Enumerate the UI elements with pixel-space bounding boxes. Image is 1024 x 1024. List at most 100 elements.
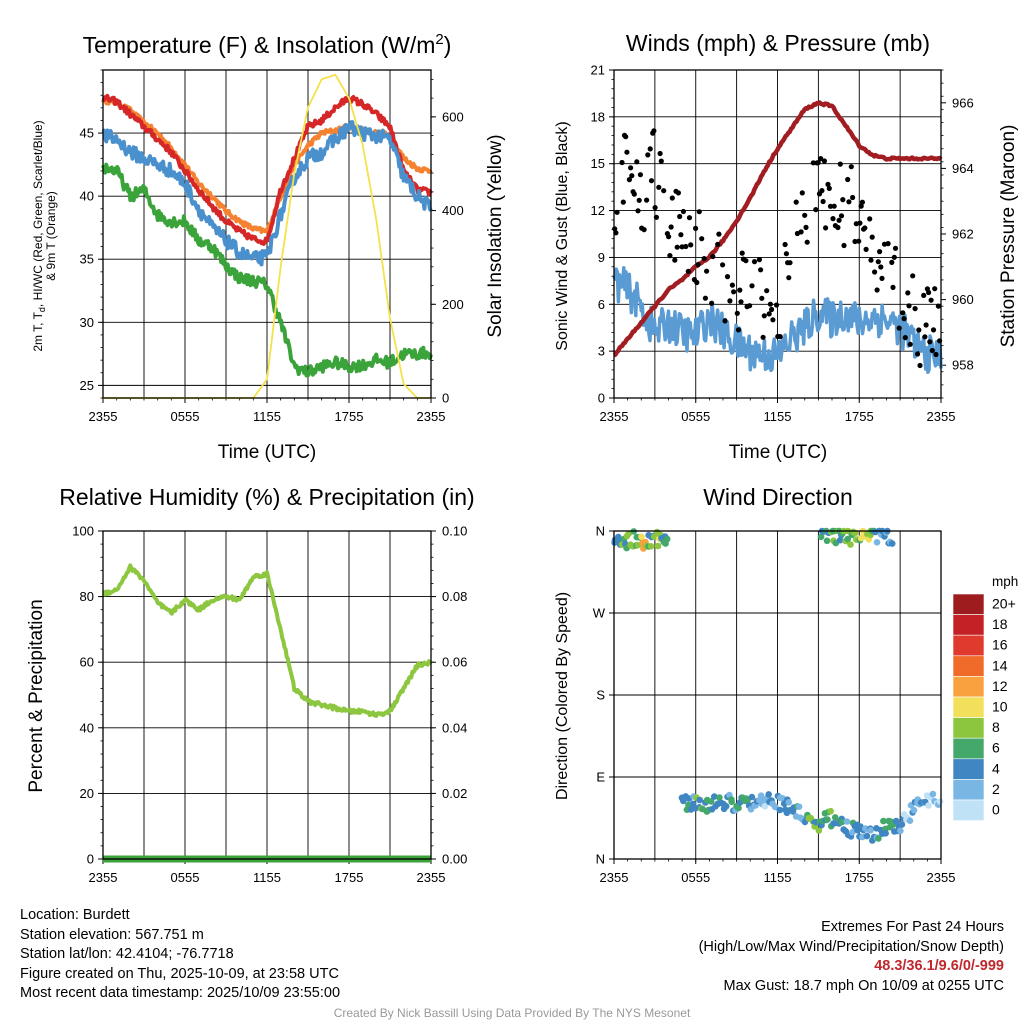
legend-label: 8 [992, 719, 1000, 735]
gust-point [724, 274, 731, 280]
gust-point [856, 238, 862, 244]
gust-point [821, 158, 828, 164]
gust-point [804, 239, 810, 245]
gust-point [688, 242, 694, 248]
extremes-info: Extremes For Past 24 Hours (High/Low/Max… [699, 918, 1004, 996]
gust-point [634, 159, 640, 165]
direction-point [817, 533, 825, 541]
gust-point [896, 325, 902, 331]
direction-point [785, 799, 793, 806]
gust-point [927, 339, 933, 345]
gust-point [704, 268, 710, 274]
sonic-wind-line [612, 265, 943, 375]
legend-label: 18 [992, 616, 1008, 632]
gust-point [912, 306, 918, 312]
gust-point [922, 334, 928, 340]
y2-tick-label: 0.02 [442, 786, 467, 801]
gust-point [857, 220, 863, 226]
gust-point [802, 212, 808, 218]
x-tick-label: 2355 [89, 870, 118, 885]
legend-swatch [952, 614, 985, 636]
station-info: Location: Burdett Station elevation: 567… [20, 906, 340, 1004]
y2-tick-label: 0.06 [442, 655, 467, 670]
direction-point [863, 832, 871, 840]
gust-point [932, 286, 938, 292]
gust-point [731, 289, 737, 295]
y2-tick-label: 964 [952, 161, 974, 176]
y-tick-label: 21 [591, 63, 605, 78]
direction-point [873, 539, 881, 546]
speed-legend: 20+ 18 16 14 12 10 8 6 4 2 0 [952, 593, 1016, 821]
gust-point [841, 242, 847, 249]
heat-index-line [101, 120, 433, 267]
gust-point [823, 225, 829, 231]
gust-point [926, 289, 932, 296]
temp-x-axis-label: Time (UTC) [218, 442, 317, 463]
gust-point [868, 257, 874, 263]
gust-point [623, 134, 629, 140]
dewpoint-line [101, 162, 433, 378]
x-tick-label: 1155 [253, 870, 281, 885]
y-tick-label: 40 [80, 720, 94, 735]
gust-point [653, 214, 660, 220]
y-tick-label: 80 [80, 589, 94, 604]
gust-point [656, 184, 662, 190]
gust-point [635, 208, 641, 214]
gust-point [658, 158, 664, 164]
direction-point [815, 827, 823, 834]
gust-point [631, 191, 637, 197]
x-tick-label: 2355 [417, 870, 446, 885]
direction-point [936, 798, 944, 805]
x-tick-label: 1155 [764, 409, 792, 424]
gust-point [761, 313, 767, 319]
y2-tick-label: 966 [952, 95, 974, 110]
wind-y2-axis-label: Station Pressure (Maroon) [998, 125, 1019, 348]
direction-point [843, 818, 851, 825]
gust-point [901, 316, 907, 322]
y2-tick-label: 958 [952, 358, 974, 373]
gust-point [716, 231, 722, 237]
y2-tick-label: 0.04 [442, 720, 467, 735]
gust-point [885, 241, 891, 247]
gust-point [751, 259, 758, 265]
gust-point [737, 287, 743, 293]
legend-swatch [952, 779, 985, 801]
temperature-panel: 25 30 35 40 45 0 200 400 600 2355 0555 1155 1755 2355 [80, 69, 464, 424]
direction-point [776, 806, 784, 814]
y-tick-label: W [593, 606, 606, 621]
direction-points [611, 527, 944, 844]
plot-frame [613, 69, 942, 399]
y-tick-label: 6 [598, 297, 605, 312]
gust-point [777, 334, 783, 340]
gust-point [848, 164, 854, 170]
gust-point [637, 172, 644, 178]
gust-point [858, 203, 864, 209]
legend-label: 4 [992, 760, 1000, 776]
temp-y2-axis-label: Solar Insolation (Yellow) [485, 134, 506, 337]
gust-point [694, 279, 700, 286]
gust-point [669, 195, 675, 201]
gust-point [787, 260, 793, 266]
y2-tick-label: 400 [442, 203, 464, 218]
gust-point [657, 150, 663, 157]
gust-point [722, 318, 728, 324]
gust-point [727, 298, 733, 304]
direction-point [827, 807, 834, 815]
y-tick-label: 12 [591, 203, 605, 218]
gust-point [614, 209, 620, 215]
direction-point [910, 806, 918, 814]
created-text: Figure created on Thu, 2025-10-09, at 23… [20, 965, 339, 982]
x-tick-label: 2355 [927, 870, 956, 885]
gust-point [739, 250, 745, 256]
gust-point [628, 165, 634, 171]
plot-frame [102, 530, 432, 860]
gust-point [933, 351, 939, 358]
x-tick-label: 1755 [845, 409, 874, 424]
recent-text: Most recent data timestamp: 2025/10/09 2… [20, 985, 341, 1001]
y-tick-label: 60 [80, 655, 94, 670]
gust-point [935, 303, 942, 309]
gust-point [764, 288, 770, 294]
legend-unit-label: mph [992, 574, 1019, 589]
pressure-line [612, 100, 943, 358]
extremes-title: Extremes For Past 24 Hours [821, 919, 1004, 935]
